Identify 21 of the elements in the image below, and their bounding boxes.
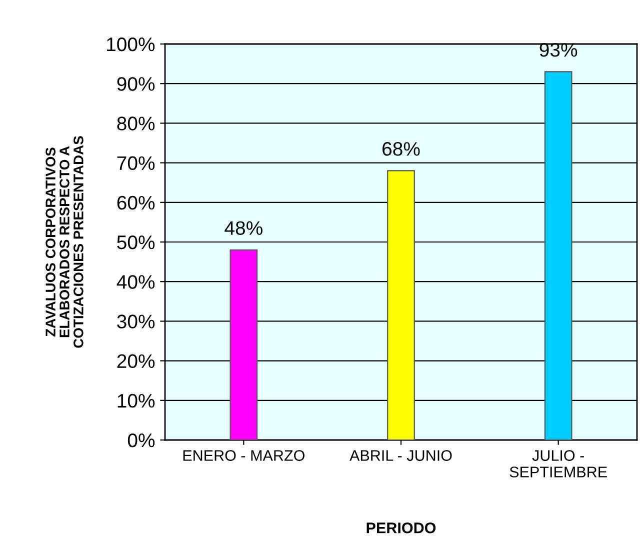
x-axis-title: PERIODO [366,522,436,534]
data-label: 48% [224,221,262,235]
y-axis-title: ZAVALUOS CORPORATIVOS ELABORADOS RESPECTO A COTIZACIONES PRESENTADAS [46,136,84,348]
y-tick-label: 80% [117,116,155,130]
y-tick-label: 50% [117,235,155,250]
y-tick-label: 0% [128,433,155,448]
y-tick-label: 20% [117,354,155,368]
data-label: 68% [382,142,420,156]
y-tick-label: 60% [117,196,155,210]
bar [387,170,415,440]
bar [544,71,572,440]
y-tick-label: 70% [117,156,155,170]
y-tick-label: 100% [107,37,155,52]
y-tick-label: 90% [117,77,155,91]
x-tick-label: JULIO - SEPTIEMBRE [510,450,607,478]
x-tick-label: ENERO - MARZO [183,450,304,461]
x-tick-label: ABRIL - JUNIO [350,450,452,461]
y-tick-label: 40% [116,275,155,289]
y-tick-label: 10% [118,394,155,408]
bar [230,249,258,440]
y-tick-label: 30% [117,314,155,328]
